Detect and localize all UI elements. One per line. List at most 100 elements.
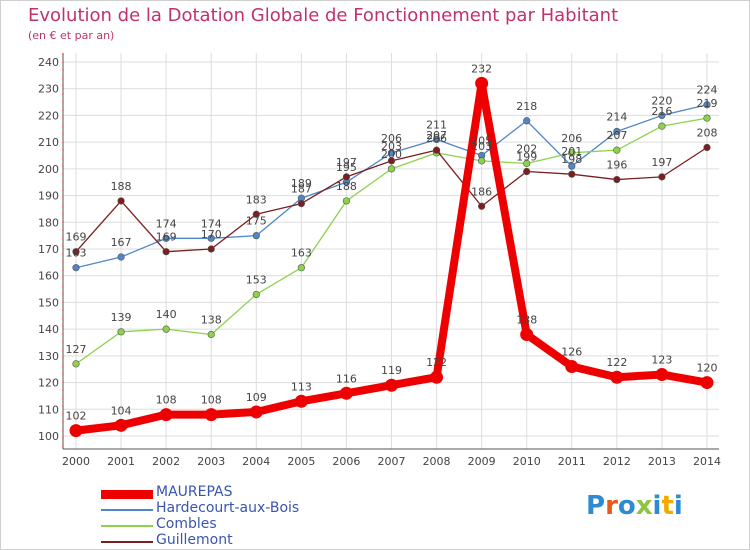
data-label: 199 (516, 151, 537, 164)
data-point (432, 135, 441, 144)
data-label: 207 (606, 129, 627, 142)
y-tick-label: 150 (38, 296, 59, 309)
data-label: 167 (111, 236, 132, 249)
x-tick-label: 2001 (107, 455, 135, 468)
data-point (117, 197, 125, 205)
data-label: 113 (291, 380, 312, 393)
data-point (523, 159, 531, 168)
data-label: 109 (246, 391, 267, 404)
data-label: 140 (156, 308, 177, 321)
data-label: 202 (516, 143, 537, 156)
chart-subtitle: (en € et par an) (28, 29, 115, 42)
data-label: 163 (66, 247, 87, 260)
data-label: 153 (246, 273, 267, 286)
data-point (520, 327, 534, 341)
data-point (703, 101, 711, 109)
data-point (387, 157, 396, 165)
x-tick-label: 2011 (558, 455, 586, 468)
proxiti-logo: Proxiti (586, 491, 683, 521)
data-label: 122 (426, 356, 447, 369)
y-tick-label: 240 (38, 56, 59, 69)
data-label: 206 (561, 132, 582, 145)
y-tick-label: 100 (38, 430, 59, 443)
y-tick-label: 140 (38, 323, 59, 336)
data-point (568, 149, 576, 157)
data-label: 163 (291, 247, 312, 260)
data-label: 201 (561, 145, 582, 158)
data-label: 198 (561, 153, 582, 166)
data-point (523, 167, 531, 176)
legend-label: Hardecourt-aux-Bois (156, 500, 300, 516)
legend-swatch (101, 489, 153, 499)
data-point (478, 202, 486, 210)
data-label: 139 (111, 311, 132, 324)
data-label: 174 (201, 217, 222, 230)
data-label: 169 (156, 231, 177, 244)
data-point (523, 117, 531, 125)
x-tick-label: 2010 (513, 455, 541, 468)
data-point (613, 146, 621, 154)
data-label: 195 (336, 161, 357, 174)
data-label: 170 (201, 228, 222, 241)
data-label: 207 (426, 129, 447, 142)
data-point (703, 114, 711, 122)
y-tick-label: 210 (38, 136, 59, 149)
data-point (703, 143, 711, 152)
data-point (342, 173, 351, 181)
data-point (565, 360, 579, 374)
data-label: 127 (66, 343, 87, 356)
x-tick-label: 2002 (152, 455, 180, 468)
data-label: 138 (201, 313, 222, 326)
data-label: 206 (426, 132, 447, 145)
data-point (432, 146, 441, 154)
data-point (117, 328, 125, 336)
data-point (613, 175, 621, 184)
data-point (658, 111, 666, 120)
data-point (478, 157, 486, 165)
data-label: 108 (201, 394, 222, 407)
data-point (700, 376, 714, 390)
data-label: 104 (111, 404, 132, 417)
chart-title: Evolution de la Dotation Globale de Fonc… (28, 5, 619, 26)
data-point (658, 122, 666, 130)
data-point (387, 165, 396, 173)
data-point (252, 210, 260, 218)
data-point (252, 232, 260, 240)
legend-label: Guillemont (156, 532, 233, 548)
y-tick-label: 190 (38, 190, 59, 203)
data-label: 186 (471, 185, 492, 198)
y-tick-label: 130 (38, 350, 59, 363)
x-tick-label: 2009 (468, 455, 496, 468)
data-point (72, 248, 80, 256)
y-tick-label: 160 (38, 270, 59, 283)
data-label: 220 (651, 94, 672, 107)
data-point (207, 245, 215, 253)
y-tick-label: 170 (38, 243, 59, 256)
data-point (339, 386, 353, 400)
data-label: 174 (156, 217, 177, 230)
legend-swatch (101, 525, 153, 527)
x-tick-label: 2014 (693, 455, 721, 468)
data-point (387, 149, 396, 157)
data-point (294, 394, 308, 408)
data-label: 211 (426, 118, 447, 131)
data-label: 123 (651, 354, 672, 367)
data-label: 208 (697, 126, 718, 139)
data-label: 216 (651, 105, 672, 118)
data-point (162, 234, 170, 242)
y-tick-label: 200 (38, 163, 59, 176)
data-label: 218 (516, 100, 537, 113)
data-label: 214 (606, 110, 627, 123)
data-point (162, 248, 170, 256)
legend-label: Combles (156, 516, 217, 532)
data-label: 126 (561, 346, 582, 359)
data-label: 187 (291, 183, 312, 196)
data-label: 196 (606, 159, 627, 172)
data-point (568, 162, 576, 170)
data-point (385, 378, 398, 392)
data-point (658, 173, 666, 181)
data-label: 203 (381, 140, 402, 153)
data-label: 197 (336, 156, 357, 169)
